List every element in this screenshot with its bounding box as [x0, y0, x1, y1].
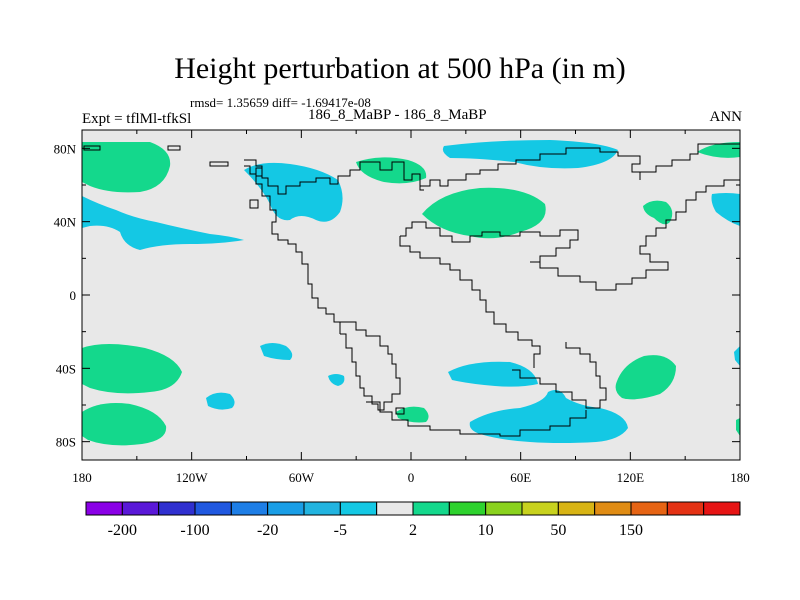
colorbar-label: 150 — [619, 522, 643, 539]
y-tick-label: 80S — [56, 435, 76, 450]
colorbar — [85, 501, 741, 516]
x-tick-label: 120E — [617, 470, 645, 485]
coastline-north-america — [209, 161, 263, 209]
negative-region — [82, 196, 244, 250]
y-tick-label: 80N — [54, 141, 77, 156]
y-tick-label: 0 — [70, 288, 77, 303]
map-background — [82, 130, 740, 460]
x-tick-label: 120W — [176, 470, 209, 485]
x-tick-label: 60E — [510, 470, 531, 485]
negative-region — [469, 390, 628, 443]
colorbar-swatch — [703, 501, 741, 516]
positive-region — [422, 187, 546, 239]
negative-region — [442, 140, 618, 169]
negative-region — [711, 193, 740, 226]
colorbar-swatch — [557, 501, 596, 516]
y-tick-label: 40N — [54, 215, 77, 230]
colorbar-label: 10 — [478, 522, 494, 539]
colorbar-swatch — [85, 501, 123, 516]
coastlines — [83, 143, 740, 437]
positive-region — [615, 355, 676, 400]
negative-region — [260, 343, 293, 360]
season-label: ANN — [709, 109, 743, 125]
positive-region — [643, 200, 673, 225]
stats-text: rmsd= 1.35659 diff= -1.69417e-08 — [190, 95, 371, 110]
chart-title: Height perturbation at 500 hPa (in m) — [174, 52, 626, 85]
positive-region — [736, 418, 740, 436]
x-tick-label: 180 — [72, 470, 92, 485]
positive-region — [82, 142, 171, 193]
coastline-europe-africa — [399, 221, 579, 368]
case-label: 186_8_MaBP - 186_8_MaBP — [308, 107, 487, 123]
axis-tick-labels: 180 120W 60W 0 60E 120E 180 80N 40N 0 40S 80S — [54, 141, 750, 485]
negative-region — [734, 346, 740, 366]
positive-region — [82, 344, 182, 394]
colorbar-label: -20 — [257, 522, 278, 539]
coastline-asia — [530, 143, 740, 291]
colorbar-swatch — [339, 501, 378, 516]
colorbar-swatch — [666, 501, 705, 516]
colorbar-swatch — [630, 501, 668, 516]
colorbar-label: 50 — [550, 522, 566, 539]
coastline-south-america — [340, 321, 401, 411]
colorbar-swatch — [485, 501, 523, 516]
colorbar-label: -100 — [180, 522, 209, 539]
negative-region — [448, 361, 538, 387]
colorbar-swatch — [303, 501, 341, 516]
colorbar-label: -200 — [108, 522, 137, 539]
positive-region — [82, 403, 167, 446]
negative-region — [328, 374, 345, 386]
colorbar-label: 2 — [409, 522, 417, 539]
colorbar-swatch — [194, 501, 232, 516]
colorbar-labels: -200 -100 -20 -5 2 10 50 150 — [108, 522, 643, 539]
colorbar-label: -5 — [334, 522, 347, 539]
positive-region — [697, 142, 740, 158]
x-tick-label: 180 — [730, 470, 750, 485]
coastline-north-america — [244, 159, 424, 334]
colorbar-swatch — [521, 501, 559, 516]
negative-region — [206, 392, 235, 410]
colorbar-swatch — [267, 501, 305, 516]
experiment-label: Expt = tflMl-tfkSl — [82, 111, 192, 127]
x-tick-label: 60W — [289, 470, 315, 485]
x-tick-label: 0 — [408, 470, 415, 485]
colorbar-swatch — [121, 501, 160, 516]
axis-ticks — [81, 130, 741, 460]
coastline-southern — [366, 401, 587, 437]
colorbar-swatch — [412, 501, 450, 516]
coastline-southern — [512, 342, 607, 409]
colorbar-swatch — [158, 501, 196, 516]
colorbar-swatch — [230, 501, 269, 516]
colorbar-swatch — [448, 501, 487, 516]
colorbar-swatch — [376, 501, 414, 516]
y-tick-label: 40S — [56, 361, 76, 376]
anomaly-fields — [82, 140, 740, 446]
coastline-asia — [420, 147, 641, 187]
colorbar-swatch — [594, 501, 632, 516]
